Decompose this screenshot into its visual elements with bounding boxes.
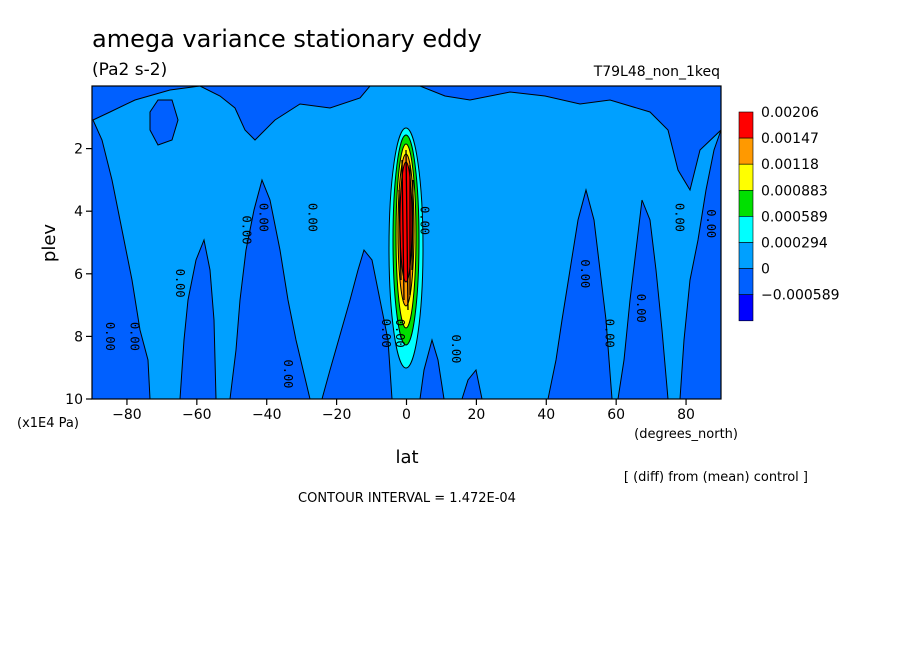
legend-swatch bbox=[738, 242, 754, 269]
legend-label: 0.000589 bbox=[761, 209, 828, 225]
region-mid-column bbox=[179, 238, 217, 399]
zero-level-regions bbox=[92, 86, 721, 399]
legend-swatch bbox=[738, 163, 754, 191]
region-right-mid bbox=[617, 199, 669, 399]
legend-swatch bbox=[738, 268, 754, 296]
equatorial-maximum bbox=[388, 127, 424, 369]
contour-label: 0.00 bbox=[103, 322, 117, 351]
legend-label: −0.000589 bbox=[761, 288, 840, 304]
x-axis: −80 −60 −40 −20 0 20 40 60 80 bbox=[112, 399, 695, 423]
contour-label: 0.00 bbox=[306, 203, 320, 232]
x-tick-label: 80 bbox=[677, 407, 695, 423]
x-axis-label: lat bbox=[395, 447, 418, 468]
contour-label: 0.00 bbox=[173, 269, 187, 298]
y-axis-units: (x1E4 Pa) bbox=[17, 416, 79, 431]
y-axis-label: plev bbox=[39, 224, 60, 263]
region-right-column bbox=[547, 188, 613, 399]
experiment-label: T79L48_non_1keq bbox=[593, 64, 720, 80]
contour-label: 0.00 bbox=[578, 259, 592, 288]
contour-label: 0.00 bbox=[239, 216, 253, 245]
y-tick-label: 4 bbox=[74, 204, 83, 220]
contour-label: 0.00 bbox=[704, 209, 718, 238]
contour-label: 0.00 bbox=[257, 203, 271, 232]
y-tick-label: 10 bbox=[65, 392, 83, 408]
x-tick-label: 40 bbox=[537, 407, 555, 423]
region-center-right-bottom bbox=[461, 368, 483, 399]
x-tick-label: −80 bbox=[112, 407, 142, 423]
contour-label: 0.00 bbox=[603, 319, 617, 348]
contour-label: 0.00 bbox=[393, 319, 407, 348]
contour-lines-core bbox=[398, 149, 414, 311]
region-right-edge bbox=[679, 129, 721, 399]
legend-label: 0 bbox=[761, 262, 770, 278]
region-left-blob bbox=[149, 99, 179, 146]
region-top-band bbox=[199, 86, 371, 141]
x-tick-label: 60 bbox=[607, 407, 625, 423]
contour-label: 0.00 bbox=[127, 322, 141, 351]
legend-swatch bbox=[738, 216, 754, 243]
legend-swatch bbox=[738, 111, 754, 139]
color-bar-legend: 0.00206 0.00147 0.00118 0.000883 0.000589 0.0… bbox=[738, 105, 840, 322]
contour-plot-area: 0.00 0.000.000.00 0.00 0.000.000.00 0.000.00… bbox=[92, 86, 721, 399]
legend-label: 0.000883 bbox=[761, 183, 828, 199]
region-center-left bbox=[321, 248, 393, 399]
y-tick-label: 8 bbox=[74, 329, 83, 345]
y-axis: 2 4 6 8 10 bbox=[65, 142, 92, 408]
x-axis-units: (degrees_north) bbox=[634, 427, 738, 442]
legend-label: 0.00118 bbox=[761, 157, 819, 173]
legend-swatch bbox=[738, 294, 754, 322]
legend-label: 0.000294 bbox=[761, 236, 828, 252]
contour-label: 0.00 bbox=[379, 319, 393, 348]
chart-title: amega variance stationary eddy bbox=[92, 25, 482, 53]
contour-labels: 0.00 0.000.000.00 0.00 0.000.000.00 0.000.00… bbox=[103, 203, 718, 388]
x-tick-label: −40 bbox=[252, 407, 282, 423]
legend-label: 0.00147 bbox=[761, 131, 819, 147]
contour-label: 0.00 bbox=[281, 360, 295, 389]
region-left-column bbox=[229, 178, 311, 399]
x-tick-label: −20 bbox=[322, 407, 352, 423]
diff-note: [ (diff) from (mean) control ] bbox=[624, 470, 808, 485]
contour-label: 0.00 bbox=[673, 203, 687, 232]
chart-units: (Pa2 s-2) bbox=[92, 60, 167, 80]
x-tick-label: −60 bbox=[182, 407, 212, 423]
y-tick-label: 2 bbox=[74, 142, 83, 158]
contour-label: 0.00 bbox=[634, 294, 648, 323]
region-center-bottom bbox=[419, 338, 445, 399]
contour-label: 0.00 bbox=[449, 334, 463, 363]
legend-swatch bbox=[738, 137, 754, 165]
legend-label: 0.00206 bbox=[761, 105, 819, 121]
x-tick-label: 0 bbox=[402, 407, 411, 423]
region-left-edge bbox=[92, 86, 201, 399]
region-top-right bbox=[419, 86, 721, 192]
y-tick-label: 6 bbox=[74, 267, 83, 283]
contour-interval: CONTOUR INTERVAL = 1.472E-04 bbox=[298, 491, 516, 506]
contour-label: 0.00 bbox=[417, 206, 431, 235]
x-tick-label: 20 bbox=[467, 407, 485, 423]
legend-swatch bbox=[738, 190, 754, 217]
